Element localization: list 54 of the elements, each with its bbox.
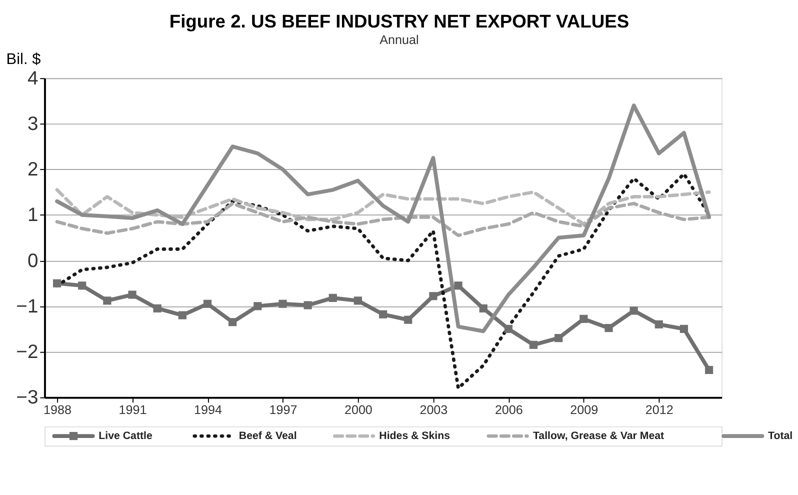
- point: [479, 304, 488, 312]
- line-series: [55, 104, 711, 334]
- legend-label: Tallow, Grease & Var Meat: [532, 430, 665, 442]
- point: [429, 292, 438, 300]
- y-tick-label: −1: [16, 295, 38, 318]
- point: [554, 334, 563, 342]
- point: [178, 311, 186, 320]
- point: [78, 282, 86, 290]
- line-series: [55, 188, 711, 226]
- point: [378, 310, 388, 318]
- x-tick-label: 1988: [44, 403, 72, 418]
- y-tick-label: 3: [27, 113, 38, 136]
- point: [654, 320, 663, 328]
- point: [328, 294, 337, 302]
- y-tick-label: 4: [27, 67, 38, 90]
- x-tick-label: 2009: [570, 403, 598, 418]
- point: [680, 324, 688, 333]
- point: [580, 314, 588, 323]
- legend-label: Live Cattle: [98, 430, 152, 442]
- point: [604, 324, 613, 332]
- y-tick-label: 2: [27, 158, 38, 181]
- x-tick-label: 1994: [194, 403, 222, 418]
- point: [304, 301, 312, 310]
- x-tick-label: 2003: [420, 403, 448, 418]
- point: [103, 296, 112, 305]
- y-tick-label: 0: [27, 250, 38, 272]
- point: [278, 300, 287, 308]
- chart-title: Figure 2. US BEEF INDUSTRY NET EXPORT VALUES: [169, 10, 630, 32]
- point: [504, 324, 512, 333]
- legend-label: Total: [768, 430, 793, 442]
- point: [153, 304, 162, 312]
- y-tick-label: 1: [27, 204, 38, 226]
- point: [52, 279, 62, 288]
- point: [128, 290, 136, 299]
- point: [228, 318, 237, 326]
- legend-label: Beef & Veal: [238, 430, 297, 442]
- y-axis-title: Bil. $: [6, 51, 42, 68]
- y-tick-label: −2: [16, 341, 38, 364]
- x-tick-label: 1991: [118, 403, 147, 418]
- y-tick-label: −3: [16, 386, 38, 409]
- point: [705, 366, 714, 374]
- point: [404, 316, 412, 324]
- point: [454, 282, 462, 290]
- x-tick-label: 1997: [269, 403, 298, 418]
- x-tick-label: 2012: [645, 403, 674, 418]
- chart-subtitle: Annual: [380, 32, 419, 47]
- point: [203, 300, 212, 308]
- point: [254, 302, 262, 310]
- point: [529, 340, 538, 349]
- point: [630, 306, 638, 315]
- x-tick-label: 2006: [494, 403, 523, 418]
- x-tick-label: 2000: [344, 403, 372, 418]
- legend-label: Hides & Skins: [379, 430, 450, 442]
- point: [354, 296, 362, 305]
